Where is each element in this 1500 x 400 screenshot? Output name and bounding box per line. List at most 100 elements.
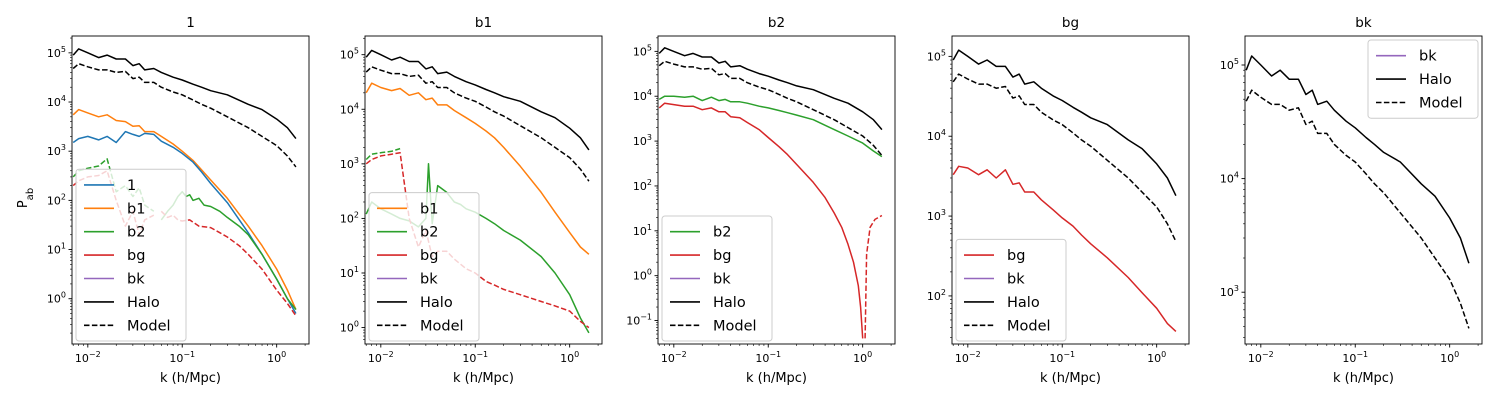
legend-label-b1: b1: [127, 201, 145, 217]
tick-base: 10: [1220, 286, 1234, 299]
y-tick-label: 105: [340, 47, 359, 62]
tick-exponent: −1: [183, 350, 195, 359]
tick-exponent: 2: [941, 288, 946, 297]
x-axis-label: k (h/Mpc): [160, 371, 221, 386]
tick-exponent: 0: [61, 291, 66, 300]
tick-base: 10: [633, 180, 647, 193]
tick-exponent: 0: [647, 268, 652, 277]
legend-label-bk: bk: [1419, 49, 1437, 65]
plot-frame: [951, 35, 1190, 345]
x-tick-label: 100: [560, 350, 579, 365]
y-tick-label: 104: [1220, 171, 1239, 186]
tick-exponent: 1: [354, 265, 359, 274]
legend-box: [75, 168, 187, 342]
x-tick-label: 10−1: [169, 350, 195, 365]
tick-base: 10: [47, 47, 61, 60]
legend-label-b2: b2: [420, 225, 438, 241]
legend-label-1: 1: [127, 178, 136, 194]
y-tick-label: 102: [340, 210, 359, 225]
legend-label-b2: b2: [127, 225, 145, 241]
tick-exponent: 3: [647, 133, 652, 142]
tick-exponent: 0: [867, 350, 872, 359]
tick-exponent: 4: [61, 94, 66, 103]
legend-label-b1: b1: [420, 201, 438, 217]
tick-exponent: −2: [89, 350, 101, 359]
tick-base: 10: [955, 352, 969, 365]
y-tick-label: 101: [47, 242, 66, 257]
tick-base: 10: [47, 96, 61, 109]
tick-exponent: 1: [61, 242, 66, 251]
tick-base: 10: [47, 194, 61, 207]
x-tick-label: 100: [267, 350, 286, 365]
chart-title: 1: [186, 15, 195, 31]
series-line-bg-dashed: [365, 151, 590, 329]
tick-base: 10: [560, 352, 574, 365]
series-line-halo: [952, 49, 1177, 197]
y-tick-label: 103: [47, 143, 66, 158]
tick-base: 10: [853, 352, 867, 365]
tick-base: 10: [75, 352, 89, 365]
tick-base: 10: [47, 244, 61, 257]
x-tick-label: 100: [1147, 350, 1166, 365]
tick-base: 10: [633, 135, 647, 148]
series-line-halo: [365, 49, 590, 151]
tick-base: 10: [47, 145, 61, 158]
tick-base: 10: [1248, 352, 1262, 365]
tick-base: 10: [368, 352, 382, 365]
legend: b2 bg bk Halo Model: [661, 215, 773, 342]
series-line-model-dashed: [952, 73, 1177, 242]
tick-exponent: 3: [941, 208, 946, 217]
tick-base: 10: [1220, 173, 1234, 186]
y-axis-label-sub: ab: [25, 188, 36, 200]
tick-exponent: 4: [1234, 171, 1239, 180]
x-tick-label: 10−1: [1049, 350, 1075, 365]
y-tick-label: 104: [927, 128, 946, 143]
tick-exponent: −2: [382, 350, 394, 359]
legend-label-halo: Halo: [1419, 72, 1452, 88]
tick-exponent: 5: [61, 45, 66, 54]
chart-title: b2: [768, 15, 785, 31]
series-line-model-dashed: [365, 66, 590, 182]
tick-exponent: 5: [1234, 57, 1239, 66]
y-tick-label: 10−1: [626, 313, 652, 328]
y-tick-label: 103: [927, 208, 946, 223]
legend-label-bk: bk: [127, 272, 145, 288]
x-axis-label: k (h/Mpc): [746, 371, 807, 386]
tick-exponent: 0: [354, 320, 359, 329]
y-tick-label: 101: [633, 223, 652, 238]
tick-base: 10: [340, 158, 354, 171]
x-tick-label: 100: [853, 350, 872, 365]
x-axis-label: k (h/Mpc): [1333, 371, 1394, 386]
tick-exponent: 0: [1161, 350, 1166, 359]
x-tick-label: 100: [1440, 350, 1459, 365]
legend-label-halo: Halo: [713, 295, 746, 311]
legend: 1 b1 b2 bg bk Halo Model: [75, 168, 187, 342]
tick-base: 10: [340, 212, 354, 225]
y-tick-label: 104: [340, 101, 359, 116]
tick-base: 10: [340, 322, 354, 335]
tick-exponent: −1: [640, 313, 652, 322]
legend-box: [1367, 39, 1479, 119]
series-group: [952, 49, 1177, 332]
tick-exponent: 4: [647, 88, 652, 97]
tick-base: 10: [661, 352, 675, 365]
chart-title: bg: [1062, 15, 1079, 31]
x-tick-label: 10−2: [75, 350, 101, 365]
series-line-b2-dashed: [365, 147, 401, 161]
y-tick-label: 100: [633, 268, 652, 283]
legend-label-halo: Halo: [420, 295, 453, 311]
series-line-halo: [72, 48, 297, 140]
legend-label-bk: bk: [420, 272, 438, 288]
tick-exponent: 2: [647, 178, 652, 187]
legend-label-model: Model: [127, 318, 171, 334]
legend-label-bg: bg: [420, 248, 438, 264]
tick-base: 10: [626, 315, 640, 328]
tick-exponent: −1: [1063, 350, 1075, 359]
series-line-b1: [72, 108, 297, 310]
tick-exponent: −2: [969, 350, 981, 359]
tick-base: 10: [633, 90, 647, 103]
y-tick-label: 101: [340, 265, 359, 280]
tick-base: 10: [755, 352, 769, 365]
